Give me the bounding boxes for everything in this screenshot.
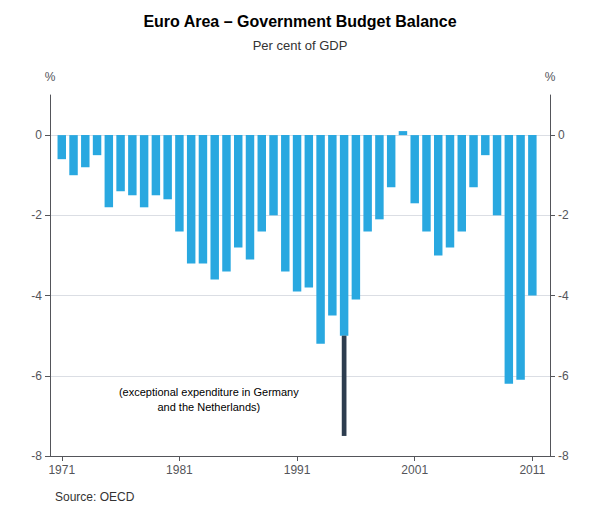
svg-text:1971: 1971 [48, 463, 75, 477]
svg-text:-6: -6 [31, 369, 42, 383]
svg-text:-8: -8 [31, 449, 42, 463]
svg-text:-2: -2 [558, 208, 569, 222]
svg-text:Source: OECD: Source: OECD [55, 490, 135, 504]
svg-text:2001: 2001 [401, 463, 428, 477]
svg-text:Per cent of GDP: Per cent of GDP [253, 38, 348, 53]
svg-text:(exceptional expenditure in Ge: (exceptional expenditure in Germany [119, 386, 299, 398]
svg-text:-4: -4 [31, 289, 42, 303]
svg-text:%: % [45, 70, 56, 84]
svg-text:2011: 2011 [519, 463, 545, 477]
svg-text:1991: 1991 [284, 463, 311, 477]
svg-text:-4: -4 [558, 289, 569, 303]
svg-text:-6: -6 [558, 369, 569, 383]
svg-text:Euro Area – Government Budget: Euro Area – Government Budget Balance [143, 13, 456, 30]
svg-text:%: % [545, 70, 556, 84]
svg-text:-8: -8 [558, 449, 569, 463]
svg-text:1981: 1981 [166, 463, 193, 477]
svg-text:0: 0 [35, 128, 42, 142]
svg-text:0: 0 [558, 128, 565, 142]
svg-text:-2: -2 [31, 208, 42, 222]
svg-text:and the Netherlands): and the Netherlands) [157, 401, 260, 413]
